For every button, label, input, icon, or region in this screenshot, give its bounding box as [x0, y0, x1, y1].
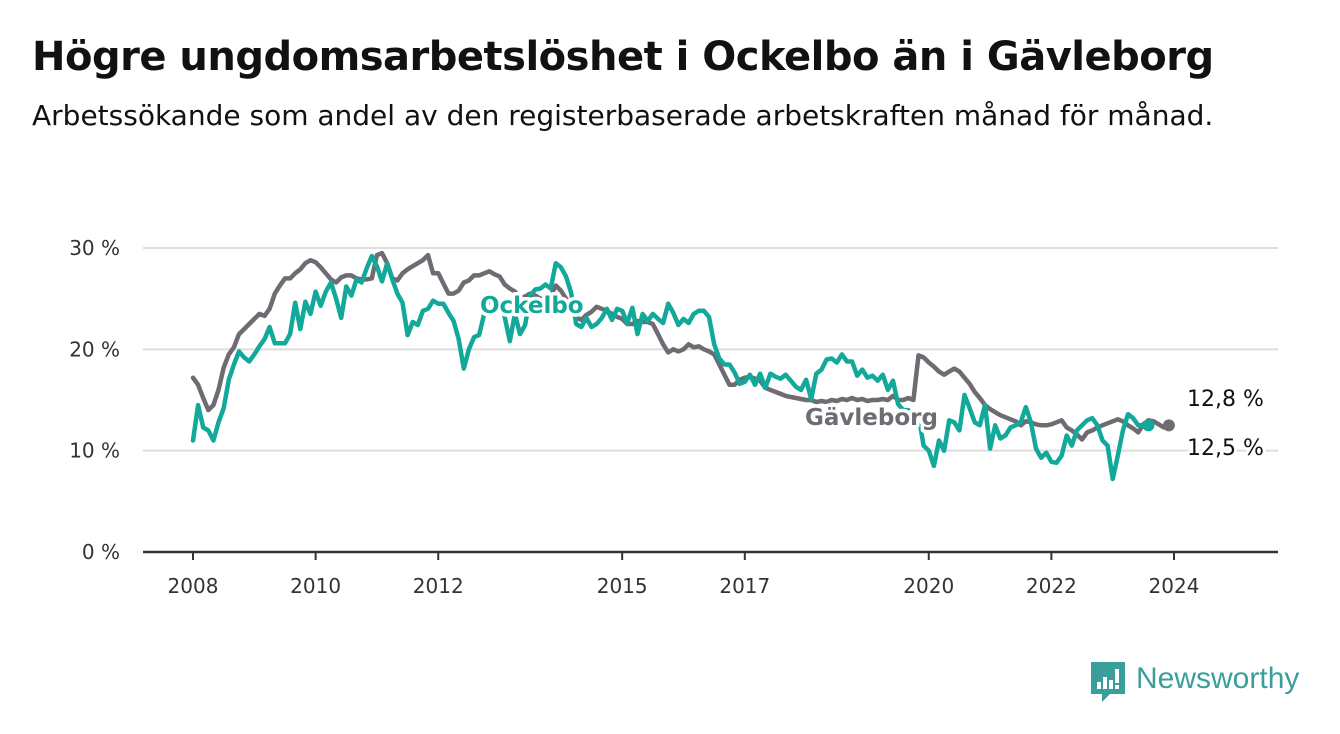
- x-tick-label: 2020: [903, 574, 954, 598]
- newsworthy-logo-icon: [1091, 662, 1125, 702]
- chart-title: Högre ungdomsarbetslöshet i Ockelbo än i…: [32, 34, 1214, 80]
- brand-name: Newsworthy: [1136, 662, 1300, 695]
- series-labels: Ockelbo Gävleborg 12,8 % 12,5 %: [477, 290, 1267, 465]
- x-tick-label: 2017: [719, 574, 770, 598]
- series-label-ockelbo: Ockelbo: [480, 293, 584, 319]
- series-line-ockelbo: [190, 253, 1151, 482]
- x-axis-ticks: 2008 2010 2012 2015 2017 2020 2022 2024: [168, 552, 1200, 598]
- y-tick-label: 30 %: [69, 236, 120, 260]
- x-tick-label: 2022: [1026, 574, 1077, 598]
- newsworthy-logo: Newsworthy: [1088, 660, 1328, 704]
- y-tick-label: 0 %: [82, 540, 120, 564]
- y-axis-ticks: 0 % 10 % 20 % 30 %: [69, 236, 120, 564]
- x-tick-label: 2015: [597, 574, 648, 598]
- end-value-label-ockelbo: 12,8 %: [1187, 387, 1264, 412]
- end-value-label-gavleborg: 12,5 %: [1187, 436, 1264, 461]
- series-label-gavleborg: Gävleborg: [805, 405, 938, 431]
- x-tick-label: 2012: [413, 574, 464, 598]
- y-tick-label: 20 %: [69, 337, 120, 361]
- chart-subtitle: Arbetssökande som andel av den registerb…: [32, 99, 1214, 132]
- series-lines: [190, 250, 1175, 482]
- x-tick-label: 2010: [290, 574, 341, 598]
- y-tick-label: 10 %: [69, 439, 120, 463]
- x-tick-label: 2024: [1149, 574, 1200, 598]
- gridlines: [143, 247, 1278, 554]
- series-endpoint-ockelbo: [1142, 419, 1155, 432]
- x-tick-label: 2008: [168, 574, 219, 598]
- series-endpoint-gavleborg: [1162, 419, 1175, 432]
